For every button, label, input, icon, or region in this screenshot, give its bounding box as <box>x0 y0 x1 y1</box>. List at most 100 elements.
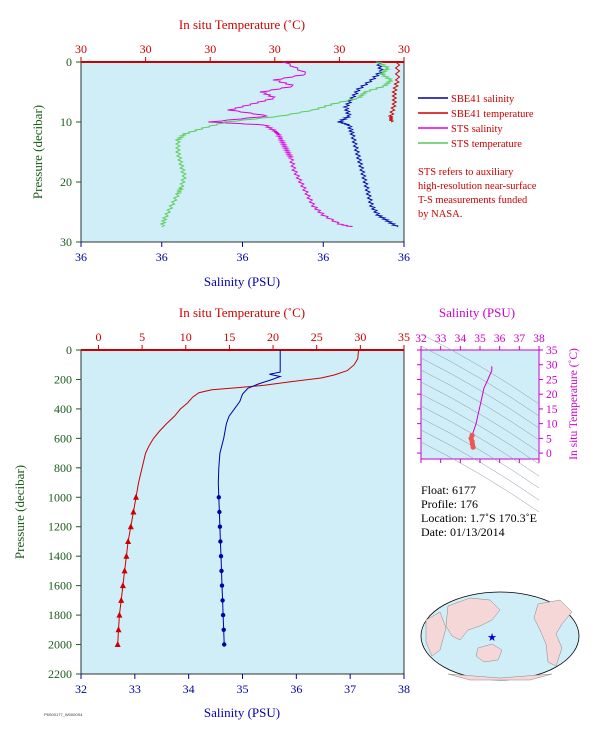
ts-inset: 32 33 34 35 36 37 38 0 5 10 15 20 25 30 35 Salinity (… <box>415 305 580 513</box>
salinity-marker <box>220 598 225 603</box>
map-land-asia <box>445 597 501 641</box>
top-salinity-axis-title: Salinity (PSU) <box>204 274 280 289</box>
ts-density-contour <box>420 357 540 429</box>
temperature-marker <box>123 552 130 559</box>
location: Location: 1.7˚S 170.3˚E <box>421 511 537 525</box>
bottom-pressure-tick-label: 2200 <box>48 667 72 681</box>
ts-temperature-tick-label: 5 <box>546 433 552 445</box>
temperature-marker <box>133 493 139 500</box>
ts-salinity-tick-label: 33 <box>435 333 447 345</box>
ts-density-contour <box>420 393 540 465</box>
top-plot-area <box>80 61 405 243</box>
top-series-line <box>337 61 399 228</box>
ts-density-contour <box>420 333 540 405</box>
top-temperature-tick-label: 30 <box>269 42 281 56</box>
bottom-salinity-tick-label: 38 <box>398 682 410 696</box>
ts-density-contour <box>420 417 540 489</box>
bottom-pressure-tick-label: 2000 <box>48 638 72 652</box>
bottom-temperature-tick-label: 25 <box>311 330 323 344</box>
bottom-temperature-tick-label: 10 <box>180 330 192 344</box>
profile-number: Profile: 176 <box>421 497 478 511</box>
ts-temperature-tick-label: 20 <box>546 389 558 401</box>
top-pressure-axis-title: Pressure (decibar) <box>30 105 45 199</box>
top-pressure-tick-label: 30 <box>60 235 72 249</box>
temperature-marker <box>115 626 122 633</box>
bottom-salinity-axis-title: Salinity (PSU) <box>204 705 280 720</box>
bottom-pressure-tick-label: 600 <box>54 431 72 445</box>
salinity-marker <box>218 539 223 544</box>
legend-label-sbe41-temperature: SBE41 temperature <box>451 109 534 120</box>
bottom-pressure-tick-label: 1200 <box>48 520 72 534</box>
top-salinity-tick-label: 36 <box>75 250 87 264</box>
ts-temperature-tick-label: 25 <box>546 374 558 386</box>
bottom-pressure-tick-label: 1600 <box>48 579 72 593</box>
temperature-marker <box>121 567 128 574</box>
sts-note-line: STS refers to auxiliary <box>418 167 514 178</box>
bottom-salinity-tick-label: 34 <box>183 682 195 696</box>
legend: SBE41 salinity SBE41 temperature STS sal… <box>418 94 534 150</box>
bottom-plot-area <box>80 349 405 675</box>
ts-density-contour <box>420 345 540 417</box>
top-salinity-tick-label: 36 <box>398 250 410 264</box>
sts-note-line: high-resolution near-surface <box>418 181 537 192</box>
bottom-salinity-tick-label: 33 <box>129 682 141 696</box>
bottom-temperature-tick-label: 20 <box>267 330 279 344</box>
bottom-salinity-tick-label: 36 <box>290 682 302 696</box>
sts-note: STS refers to auxiliary high-resolution … <box>418 166 588 222</box>
top-temperature-tick-label: 30 <box>204 42 216 56</box>
bottom-panel: 0 5 10 15 20 25 30 35 32 33 34 35 36 37 38 0 200 400 600… <box>12 305 410 720</box>
top-salinity-tick-label: 36 <box>317 250 329 264</box>
ts-temperature-tick-label: 0 <box>546 448 552 460</box>
salinity-marker <box>220 612 226 618</box>
bottom-salinity-profile <box>217 350 283 645</box>
ts-salinity-tick-label: 34 <box>455 333 467 345</box>
ts-salinity-tick-label: 32 <box>415 333 427 345</box>
bottom-temperature-tick-label: 5 <box>139 330 145 344</box>
bottom-pressure-tick-label: 0 <box>66 343 72 357</box>
ts-density-contour <box>420 441 540 513</box>
ts-temperature-tick-label: 15 <box>546 404 558 416</box>
date: Date: 01/13/2014 <box>421 525 505 539</box>
salinity-marker <box>217 524 223 529</box>
top-temperature-tick-label: 30 <box>333 42 345 56</box>
top-salinity-tick-label: 36 <box>237 250 249 264</box>
temperature-marker <box>125 538 132 544</box>
ts-salinity-tick-label: 35 <box>474 333 486 345</box>
bottom-pressure-tick-label: 1800 <box>48 608 72 622</box>
ts-temperature-tick-label: 10 <box>546 419 558 431</box>
top-series-line <box>208 61 353 228</box>
bottom-pressure-tick-label: 800 <box>54 461 72 475</box>
bottom-temperature-tick-label: 0 <box>95 330 101 344</box>
top-temperature-tick-label: 30 <box>75 42 87 56</box>
salinity-marker <box>216 495 221 500</box>
salinity-marker <box>222 642 227 647</box>
temperature-marker <box>114 641 121 647</box>
float-location-marker: ★ <box>487 632 497 644</box>
bottom-salinity-tick-label: 35 <box>237 682 249 696</box>
bottom-salinity-tick-label: 37 <box>344 682 356 696</box>
temperature-marker <box>118 596 125 603</box>
footer-code: P6S00177_W0000S4 <box>44 712 83 717</box>
bottom-temperature-tick-label: 30 <box>354 330 366 344</box>
map-land-australia <box>475 643 503 663</box>
sts-note-line: by NASA. <box>418 209 463 220</box>
bottom-pressure-tick-label: 400 <box>54 402 72 416</box>
bottom-pressure-tick-label: 1400 <box>48 549 72 563</box>
temperature-marker <box>116 611 123 618</box>
top-temperature-tick-label: 30 <box>140 42 152 56</box>
top-series-line <box>159 61 394 228</box>
ts-salinity-tick-label: 36 <box>494 333 506 345</box>
temperature-marker <box>127 523 134 530</box>
top-temperature-axis-title: In situ Temperature (˚C) <box>179 17 305 32</box>
ts-salinity-tick-label: 37 <box>514 333 526 345</box>
bottom-temperature-tick-label: 15 <box>223 330 235 344</box>
ts-temperature-axis-title: In situ Temperature (˚C) <box>568 348 580 460</box>
top-pressure-tick-label: 10 <box>60 115 72 129</box>
map-land-antarctica <box>447 673 553 681</box>
salinity-marker <box>218 554 224 559</box>
temperature-marker <box>130 508 137 515</box>
ts-point <box>470 444 476 450</box>
sts-note-line: T-S measurements funded <box>418 195 528 206</box>
ts-density-contour <box>420 405 540 477</box>
